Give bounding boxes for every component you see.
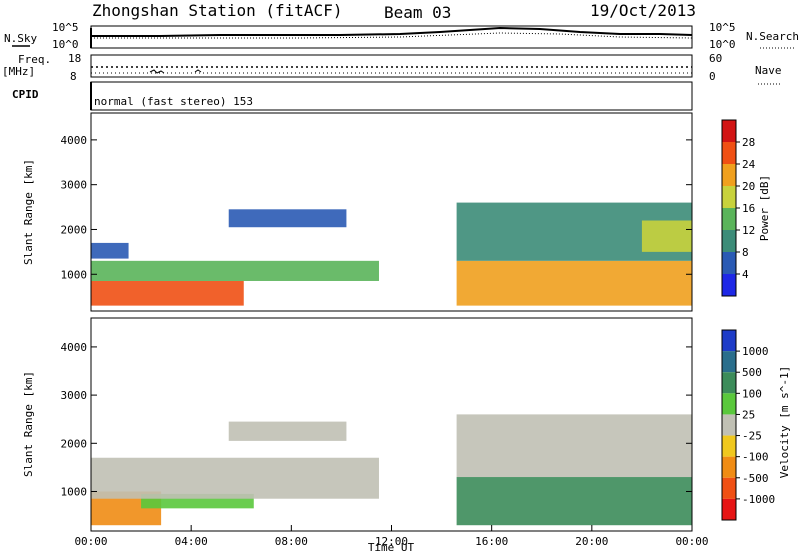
y-tick-label: 4000 (61, 134, 88, 147)
velocity-ylabel: Slant Range [km] (22, 371, 35, 477)
date-title: 19/Oct/2013 (590, 1, 696, 20)
station-title: Zhongshan Station (fitACF) (92, 1, 342, 20)
colorbar-tick-label: 8 (742, 246, 749, 259)
time-axis: 00:00 04:00 08:00 12:00 16:00 20:00 00:00 (74, 525, 709, 548)
colorbar-tick-label: 28 (742, 136, 755, 149)
x-tick-label: 00:00 (74, 535, 107, 548)
data-region-2 (91, 457, 379, 499)
power-cbar-label: Power [dB] (758, 175, 771, 241)
colorbar-swatch (722, 186, 736, 208)
colorbar-tick-label: -25 (742, 430, 762, 443)
colorbar-tick-label: 1000 (742, 345, 769, 358)
freq-tick-low: 8 (70, 70, 77, 83)
colorbar-swatch (722, 456, 736, 478)
time-axis-label: Time UT (368, 541, 415, 554)
colorbar-tick-label: 24 (742, 158, 756, 171)
colorbar-swatch (722, 477, 736, 499)
colorbar-swatch (722, 274, 736, 296)
x-tick-label: 04:00 (175, 535, 208, 548)
colorbar-swatch (722, 498, 736, 520)
data-region-3 (228, 209, 347, 228)
data-region-4 (456, 477, 692, 526)
colorbar-tick-label: 20 (742, 180, 755, 193)
beam-title: Beam 03 (384, 3, 451, 22)
colorbar-tick-label: 100 (742, 387, 762, 400)
colorbar-tick-label: 4 (742, 268, 749, 281)
velocity-cbar-label: Velocity [m s^-1] (778, 366, 791, 479)
data-region-1 (91, 260, 379, 281)
freq-unit: [MHz] (2, 65, 35, 78)
data-region-6 (641, 220, 692, 252)
nsearch-tick-low: 10^0 (709, 38, 736, 51)
y-tick-label: 3000 (61, 389, 88, 402)
y-tick-label: 2000 (61, 223, 88, 236)
colorbar-swatch (722, 393, 736, 415)
freq-tick-high: 18 (68, 52, 81, 65)
cpid-panel: CPID normal (fast stereo) 153 (12, 81, 693, 111)
colorbar-tick-label: 12 (742, 224, 755, 237)
colorbar-tick-label: 25 (742, 408, 755, 421)
y-tick-label: 3000 (61, 179, 88, 192)
velocity-colorbar: Velocity [m s^-1] 1000 500 100 25 -25 -100 -50… (721, 329, 791, 521)
power-panel: 1000 2000 3000 4000 Slant Range [km] (22, 112, 693, 312)
colorbar-swatch (722, 330, 736, 352)
noise-panel: N.Sky 10^5 10^0 10^5 10^0 N.Search (4, 21, 799, 51)
freq-panel: Freq. [MHz] 18 8 60 0 Nave (2, 52, 782, 85)
colorbar-frame (721, 329, 737, 521)
data-region-5 (456, 414, 692, 478)
data-region-2 (91, 242, 129, 259)
data-region-0 (91, 280, 244, 306)
nave-tick-high: 60 (709, 52, 722, 65)
nave-label: Nave (755, 64, 782, 77)
cpid-value: normal (fast stereo) 153 (94, 95, 253, 108)
y-tick-label: 1000 (61, 485, 88, 498)
colorbar-swatch (722, 208, 736, 230)
nave-tick-low: 0 (709, 70, 716, 83)
nsky-line (91, 26, 693, 37)
x-tick-label: 16:00 (475, 535, 508, 548)
velocity-data-regions (91, 414, 692, 526)
colorbar-swatch (722, 351, 736, 373)
power-ylabel: Slant Range [km] (22, 159, 35, 265)
colorbar-tick-label: -100 (742, 451, 769, 464)
power-data-regions (91, 202, 692, 306)
y-tick-label: 1000 (61, 268, 88, 281)
colorbar-swatch (722, 252, 736, 274)
colorbar-tick-label: 16 (742, 202, 755, 215)
colorbar-swatch (722, 230, 736, 252)
x-tick-label: 08:00 (275, 535, 308, 548)
freq-label: Freq. (18, 53, 51, 66)
nsky-label: N.Sky (4, 32, 37, 45)
power-y-axis: 1000 2000 3000 4000 (61, 134, 692, 281)
colorbar-swatch (722, 372, 736, 394)
x-tick-label: 20:00 (575, 535, 608, 548)
y-tick-label: 2000 (61, 437, 88, 450)
data-region-4 (456, 260, 692, 306)
colorbar-swatch (722, 435, 736, 457)
colorbar-swatch (722, 414, 736, 436)
x-tick-label: 00:00 (675, 535, 708, 548)
nsky-tick-low: 10^0 (52, 38, 79, 51)
colorbar-swatch (722, 142, 736, 164)
velocity-panel: 1000 2000 3000 4000 00:00 04:00 08:00 12:00 16:… (22, 317, 709, 554)
colorbar-swatch (722, 164, 736, 186)
colorbar-tick-label: 500 (742, 366, 762, 379)
colorbar-tick-label: -1000 (742, 493, 775, 506)
velocity-y-axis: 1000 2000 3000 4000 (61, 341, 692, 498)
colorbar-tick-label: -500 (742, 472, 769, 485)
y-tick-label: 4000 (61, 341, 88, 354)
power-colorbar: Power [dB] 4 8 12 16 20 24 28 (721, 119, 771, 297)
cpid-label: CPID (12, 88, 39, 101)
data-region-3 (228, 421, 347, 441)
nsky-tick-high: 10^5 (52, 21, 79, 34)
x-tick-label: 12:00 (375, 535, 408, 548)
nsearch-tick-high: 10^5 (709, 21, 736, 34)
nsearch-label: N.Search (746, 30, 799, 43)
colorbar-swatch (722, 120, 736, 142)
